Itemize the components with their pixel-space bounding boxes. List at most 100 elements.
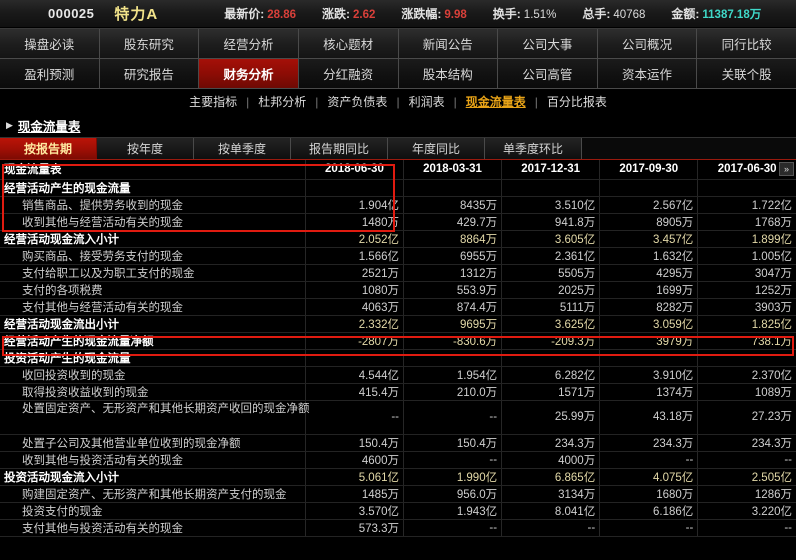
filter-tabs-filler (582, 138, 796, 159)
cell-value: 8905万 (599, 213, 699, 231)
cell-value (403, 349, 503, 367)
scroll-next-columns-button[interactable]: » (779, 162, 794, 176)
cell-value: -- (403, 519, 503, 537)
cell-value: 6.282亿 (501, 366, 601, 384)
cell-value (697, 349, 796, 367)
cell-value: 3.625亿 (501, 315, 601, 333)
cell-value: 150.4万 (403, 434, 503, 452)
nav-tab-row2-4[interactable]: 股本结构 (398, 59, 499, 89)
cell-value: 429.7万 (403, 213, 503, 231)
quote-field-label: 换手: (492, 7, 521, 21)
cell-value: 2.505亿 (697, 468, 796, 486)
cell-value: 3.457亿 (599, 230, 699, 248)
nav-tab-row1-7[interactable]: 同行比较 (697, 29, 796, 59)
subnav-separator: | (246, 94, 250, 109)
cell-value: 2.567亿 (599, 196, 699, 214)
row-label: 支付给职工以及为职工支付的现金 (0, 264, 306, 282)
cell-value: 27.23万 (697, 400, 796, 435)
cell-value: 234.3万 (599, 434, 699, 452)
nav-tab-row1-4[interactable]: 新闻公告 (398, 29, 499, 59)
table-row: 投资活动现金流入小计 5.061亿 1.990亿 6.865亿 4.075亿 2.505亿 (0, 468, 796, 486)
quote-field-value: 40768 (613, 9, 646, 21)
subnav-item-2[interactable]: 资产负债表 (327, 95, 388, 109)
nav-tab-row1-6[interactable]: 公司概况 (597, 29, 698, 59)
nav-tab-row2-7[interactable]: 关联个股 (697, 59, 796, 89)
column-header-3[interactable]: 2017-09-30 (599, 160, 699, 180)
cell-value: -209.3万 (501, 332, 601, 350)
quote-field-value: 1.51% (523, 9, 557, 21)
column-header-2[interactable]: 2017-12-31 (501, 160, 601, 180)
column-header-1[interactable]: 2018-03-31 (403, 160, 503, 180)
nav-tab-row2-5[interactable]: 公司高管 (498, 59, 598, 89)
cell-value: 234.3万 (501, 434, 601, 452)
nav-tab-row2-0[interactable]: 盈利预测 (0, 59, 100, 89)
table-row: 支付其他与投资活动有关的现金 573.3万 -- -- -- -- (0, 519, 796, 537)
cell-value: 553.9万 (403, 281, 503, 299)
row-label: 投资支付的现金 (0, 502, 306, 520)
table-row: 支付给职工以及为职工支付的现金 2521万 1312万 5505万 4295万 3047万 (0, 264, 796, 282)
cell-value: 1286万 (697, 485, 796, 503)
column-header-0[interactable]: 2018-06-30 (305, 160, 404, 180)
subnav-item-0[interactable]: 主要指标 (189, 95, 238, 109)
cell-value: 1089万 (697, 383, 796, 401)
cell-value: 3.910亿 (599, 366, 699, 384)
filter-tab-1[interactable]: 按年度 (97, 138, 194, 159)
row-label: 销售商品、提供劳务收到的现金 (0, 196, 306, 214)
subnav-item-5[interactable]: 百分比报表 (546, 95, 607, 109)
cell-value: 3134万 (501, 485, 601, 503)
quote-field: 换手: 1.51% (493, 5, 557, 22)
filter-tab-4[interactable]: 年度同比 (388, 138, 485, 159)
nav-tab-row1-5[interactable]: 公司大事 (498, 29, 598, 59)
table-row: 收到其他与经营活动有关的现金 1480万 429.7万 941.8万 8905万 1768… (0, 213, 796, 231)
column-header-4[interactable]: 2017-06-30 (697, 160, 796, 180)
cell-value: 2.370亿 (697, 366, 796, 384)
cell-value: 1.825亿 (697, 315, 796, 333)
row-label: 购买商品、接受劳务支付的现金 (0, 247, 306, 265)
cell-value: 3047万 (697, 264, 796, 282)
filter-tab-5[interactable]: 单季度环比 (485, 138, 582, 159)
subnav-separator: | (315, 94, 319, 109)
row-label: 收回投资收到的现金 (0, 366, 306, 384)
subnav-item-4[interactable]: 现金流量表 (465, 95, 526, 109)
cell-value: 3.570亿 (305, 502, 404, 520)
cell-value: 1312万 (403, 264, 503, 282)
row-label: 购建固定资产、无形资产和其他长期资产支付的现金 (0, 485, 306, 503)
cell-value: 1.990亿 (403, 468, 503, 486)
subnav-item-3[interactable]: 利润表 (408, 95, 445, 109)
cell-value: -2807万 (305, 332, 404, 350)
filter-tab-3[interactable]: 报告期同比 (291, 138, 388, 159)
row-label: 支付其他与投资活动有关的现金 (0, 519, 306, 537)
cell-value: 874.4万 (403, 298, 503, 316)
nav-tab-row2-2[interactable]: 财务分析 (199, 59, 299, 89)
cell-value: 3.605亿 (501, 230, 601, 248)
nav-tab-row2-1[interactable]: 研究报告 (99, 59, 200, 89)
nav-tab-row2-6[interactable]: 资本运作 (597, 59, 698, 89)
nav-tab-row1-3[interactable]: 核心题材 (298, 29, 399, 59)
nav-tab-row1-0[interactable]: 操盘必读 (0, 29, 100, 59)
cell-value: 1.566亿 (305, 247, 404, 265)
nav-tab-row1-1[interactable]: 股东研究 (99, 29, 200, 59)
cell-value (501, 179, 601, 197)
filter-tab-2[interactable]: 按单季度 (194, 138, 291, 159)
quote-fields: 最新价: 28.86 涨跌: 2.62 涨跌幅: 9.98 换手: 1.51% 总手: 40768… (224, 5, 787, 22)
cell-value: 8.041亿 (501, 502, 601, 520)
quote-field-value: 28.86 (267, 9, 297, 21)
filter-tab-0[interactable]: 按报告期 (0, 138, 97, 159)
table-row: 投资支付的现金 3.570亿 1.943亿 8.041亿 6.186亿 3.220亿 (0, 502, 796, 520)
cell-value: 1.632亿 (599, 247, 699, 265)
row-label: 经营活动产生的现金流量净额 (0, 332, 306, 350)
expand-triangle-icon: ▶ (6, 120, 13, 130)
table-row: 支付其他与经营活动有关的现金 4063万 874.4万 5111万 8282万 3903万 (0, 298, 796, 316)
subnav-item-1[interactable]: 杜邦分析 (258, 95, 307, 109)
quote-field: 涨跌幅: 9.98 (401, 5, 466, 22)
cell-value: 1.943亿 (403, 502, 503, 520)
nav-tab-row2-3[interactable]: 分红融资 (298, 59, 399, 89)
cell-value: 3.510亿 (501, 196, 601, 214)
nav-tab-row1-2[interactable]: 经营分析 (199, 29, 299, 59)
cell-value (697, 179, 796, 197)
cell-value: -- (403, 400, 503, 435)
cell-value: 2025万 (501, 281, 601, 299)
row-label: 取得投资收益收到的现金 (0, 383, 306, 401)
cell-value: 1252万 (697, 281, 796, 299)
